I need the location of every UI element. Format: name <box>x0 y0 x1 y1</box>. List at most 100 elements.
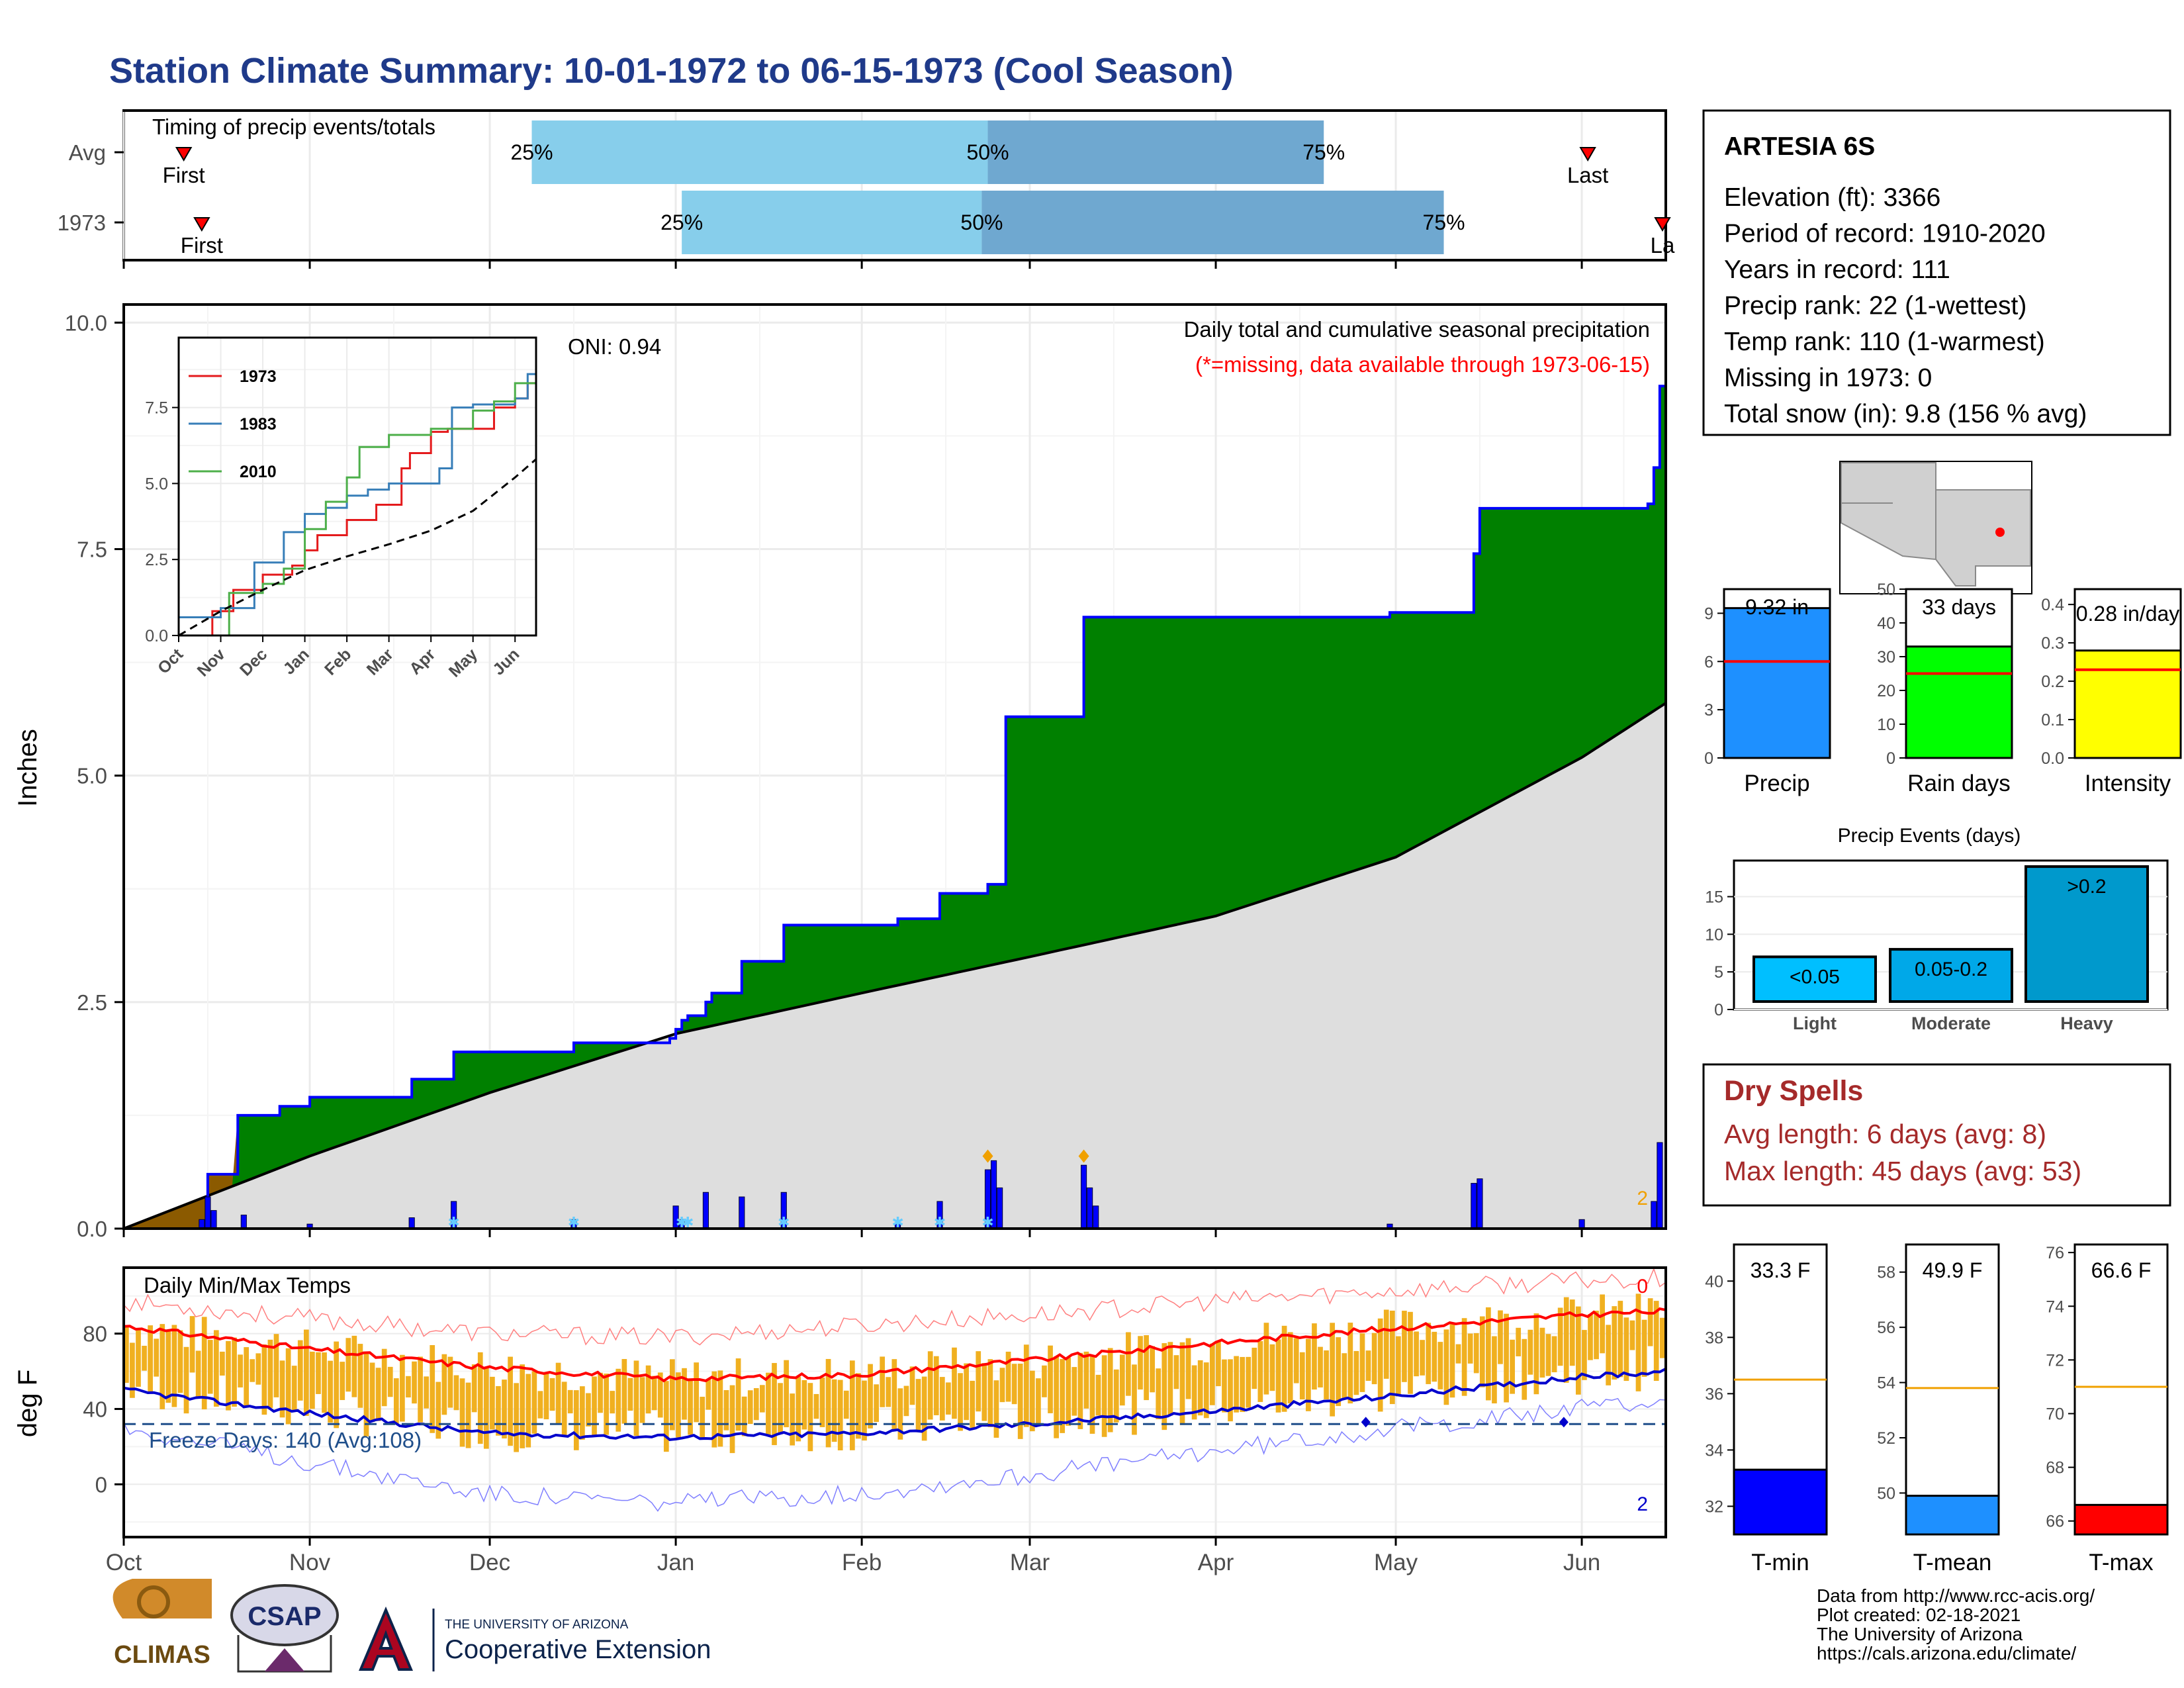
daily-temp-range-bar <box>471 1364 477 1413</box>
temp-summary-tick-label: 36 <box>1705 1385 1723 1403</box>
summary-bar-label: Rain days <box>1907 771 2011 796</box>
locator-map <box>1839 461 2032 594</box>
daily-temp-range-bar <box>1132 1364 1137 1435</box>
daily-temp-range-bar <box>1557 1307 1563 1366</box>
ua-university-text: THE UNIVERSITY OF ARIZONA <box>445 1618 629 1632</box>
month-tick-label: Apr <box>1198 1550 1234 1575</box>
temp-summary-tick-label: 70 <box>2046 1405 2064 1424</box>
daily-temp-range-bar <box>1371 1333 1377 1385</box>
daily-temp-range-bar <box>586 1393 591 1427</box>
inset-series-line-1973 <box>179 352 537 637</box>
daily-temp-range-bar <box>705 1379 711 1410</box>
daily-temp-range-bar <box>897 1388 903 1440</box>
daily-temp-range-bar <box>1420 1340 1425 1376</box>
timing-last-marker-icon <box>1654 217 1671 232</box>
daily-temp-range-bar <box>1443 1329 1449 1405</box>
daily-temp-range-bar <box>850 1360 855 1450</box>
csap-cloud-icon <box>230 1584 339 1646</box>
inset-y-tick-label: 7.5 <box>145 399 168 418</box>
daily-temp-range-bar <box>1263 1323 1269 1395</box>
summary-bar-tick-label: 3 <box>1704 701 1713 720</box>
summary-bar-value-label: 9.32 in <box>1745 595 1809 619</box>
daily-temp-range-bar <box>232 1337 237 1407</box>
daily-temp-range-bar <box>159 1324 165 1409</box>
temp-summary-tick-label: 40 <box>1705 1272 1723 1291</box>
daily-temp-range-bar <box>1377 1318 1383 1412</box>
daily-temp-range-bar <box>1467 1333 1473 1364</box>
ua-cooperative-extension-logo: THE UNIVERSITY OF ARIZONA Cooperative Ex… <box>358 1606 711 1671</box>
daily-temp-range-bar <box>1144 1335 1149 1401</box>
daily-temp-range-bar <box>549 1378 555 1411</box>
daily-temp-range-bar <box>633 1360 639 1436</box>
daily-temp-range-bar <box>1527 1329 1533 1375</box>
footer-credit-line: https://cals.arizona.edu/climate/ <box>1817 1643 2076 1664</box>
timing-first-marker-icon <box>175 147 193 162</box>
temp-summary-tick-label: 38 <box>1705 1329 1723 1347</box>
footer-credit-line: The University of Arizona <box>1817 1624 2023 1644</box>
daily-temp-range-bar <box>1623 1317 1629 1382</box>
station-info-line: Years in record: 111 <box>1724 256 1950 284</box>
daily-temp-range-bar <box>430 1345 435 1433</box>
daily-temp-range-bar <box>1533 1313 1539 1395</box>
climas-logo-text: CLIMAS <box>114 1641 210 1669</box>
daily-temp-range-bar <box>1600 1294 1605 1354</box>
daily-temp-range-bar <box>1347 1323 1353 1404</box>
temp-summary-value-label: 66.6 F <box>2091 1258 2152 1282</box>
events-y-tick-label: 5 <box>1714 963 1723 982</box>
temp-summary-tick-label: 72 <box>2046 1351 2064 1370</box>
temp-record_max-line <box>123 1267 1666 1346</box>
daily-temp-range-bar <box>1336 1337 1342 1407</box>
inset-series-line-2010 <box>179 374 537 637</box>
month-tick-label: Jan <box>657 1550 694 1575</box>
month-tick-label: Dec <box>469 1550 510 1575</box>
daily-temp-range-bar <box>927 1351 933 1420</box>
timing-last-label: La <box>1651 233 1675 258</box>
daily-temp-range-bar <box>1545 1334 1551 1376</box>
daily-temp-range-bar <box>1449 1323 1455 1398</box>
daily-temp-range-bar <box>525 1374 531 1448</box>
temp-summary-tick-label: 34 <box>1705 1441 1723 1460</box>
month-tick-label: Feb <box>842 1550 882 1575</box>
daily-temp-range-bar <box>921 1376 927 1441</box>
snow-day-marker-icon: ✱ <box>891 1214 903 1231</box>
daily-temp-range-bar <box>406 1376 411 1398</box>
daily-temp-range-bar <box>700 1397 705 1438</box>
precip-frame <box>122 303 1667 1230</box>
daily-temp-range-bar <box>886 1377 891 1407</box>
daily-temp-range-bar <box>1234 1356 1239 1413</box>
daily-temp-range-bar <box>1365 1350 1371 1381</box>
daily-temp-range-bar <box>580 1386 585 1440</box>
temp-summary-tick-label: 68 <box>2046 1459 2064 1477</box>
daily-temp-range-bar <box>1569 1299 1575 1366</box>
daily-temp-range-bar <box>1396 1336 1401 1397</box>
daily-temp-range-bar <box>1150 1346 1156 1393</box>
freeze-days-label: Freeze Days: 140 (Avg:108) <box>149 1428 422 1452</box>
daily-temp-range-bar <box>1659 1317 1665 1358</box>
daily-temp-range-bar <box>400 1354 405 1422</box>
daily-temp-range-bar <box>1077 1352 1083 1429</box>
temp-panel-label: Daily Min/Max Temps <box>144 1273 351 1297</box>
daily-temp-range-bar <box>345 1338 351 1392</box>
daily-temp-range-bar <box>1095 1374 1101 1416</box>
daily-temp-range-bar <box>255 1353 261 1385</box>
daily-temp-range-bar <box>717 1370 723 1447</box>
daily-temp-range-bar <box>1306 1338 1311 1411</box>
precip-y-tick-label: 0.0 <box>77 1217 107 1241</box>
daily-temp-range-bar <box>351 1335 357 1397</box>
daily-temp-range-bar <box>592 1376 597 1437</box>
snow-day-marker-icon: ✱ <box>568 1214 580 1231</box>
daily-temp-range-bar <box>676 1372 681 1438</box>
precip-y-tick-label: 10.0 <box>65 310 107 335</box>
temp-summary-bar-t-mean <box>1905 1495 2000 1536</box>
timing-first-label: First <box>163 163 205 187</box>
dry-spells-box: Dry Spells Avg length: 6 days (avg: 8) M… <box>1702 1063 2171 1207</box>
temp-summary-label: T-max <box>2089 1550 2154 1575</box>
daily-temp-range-bar <box>993 1380 999 1438</box>
daily-temp-range-bar <box>453 1375 459 1411</box>
daily-temp-range-bar <box>741 1396 747 1436</box>
daily-temp-range-bar <box>130 1342 135 1398</box>
daily-temp-range-bar <box>142 1346 147 1371</box>
daily-temp-range-bar <box>766 1372 771 1436</box>
daily-temp-range-bar <box>424 1376 430 1409</box>
daily-temp-range-bar <box>909 1366 915 1405</box>
